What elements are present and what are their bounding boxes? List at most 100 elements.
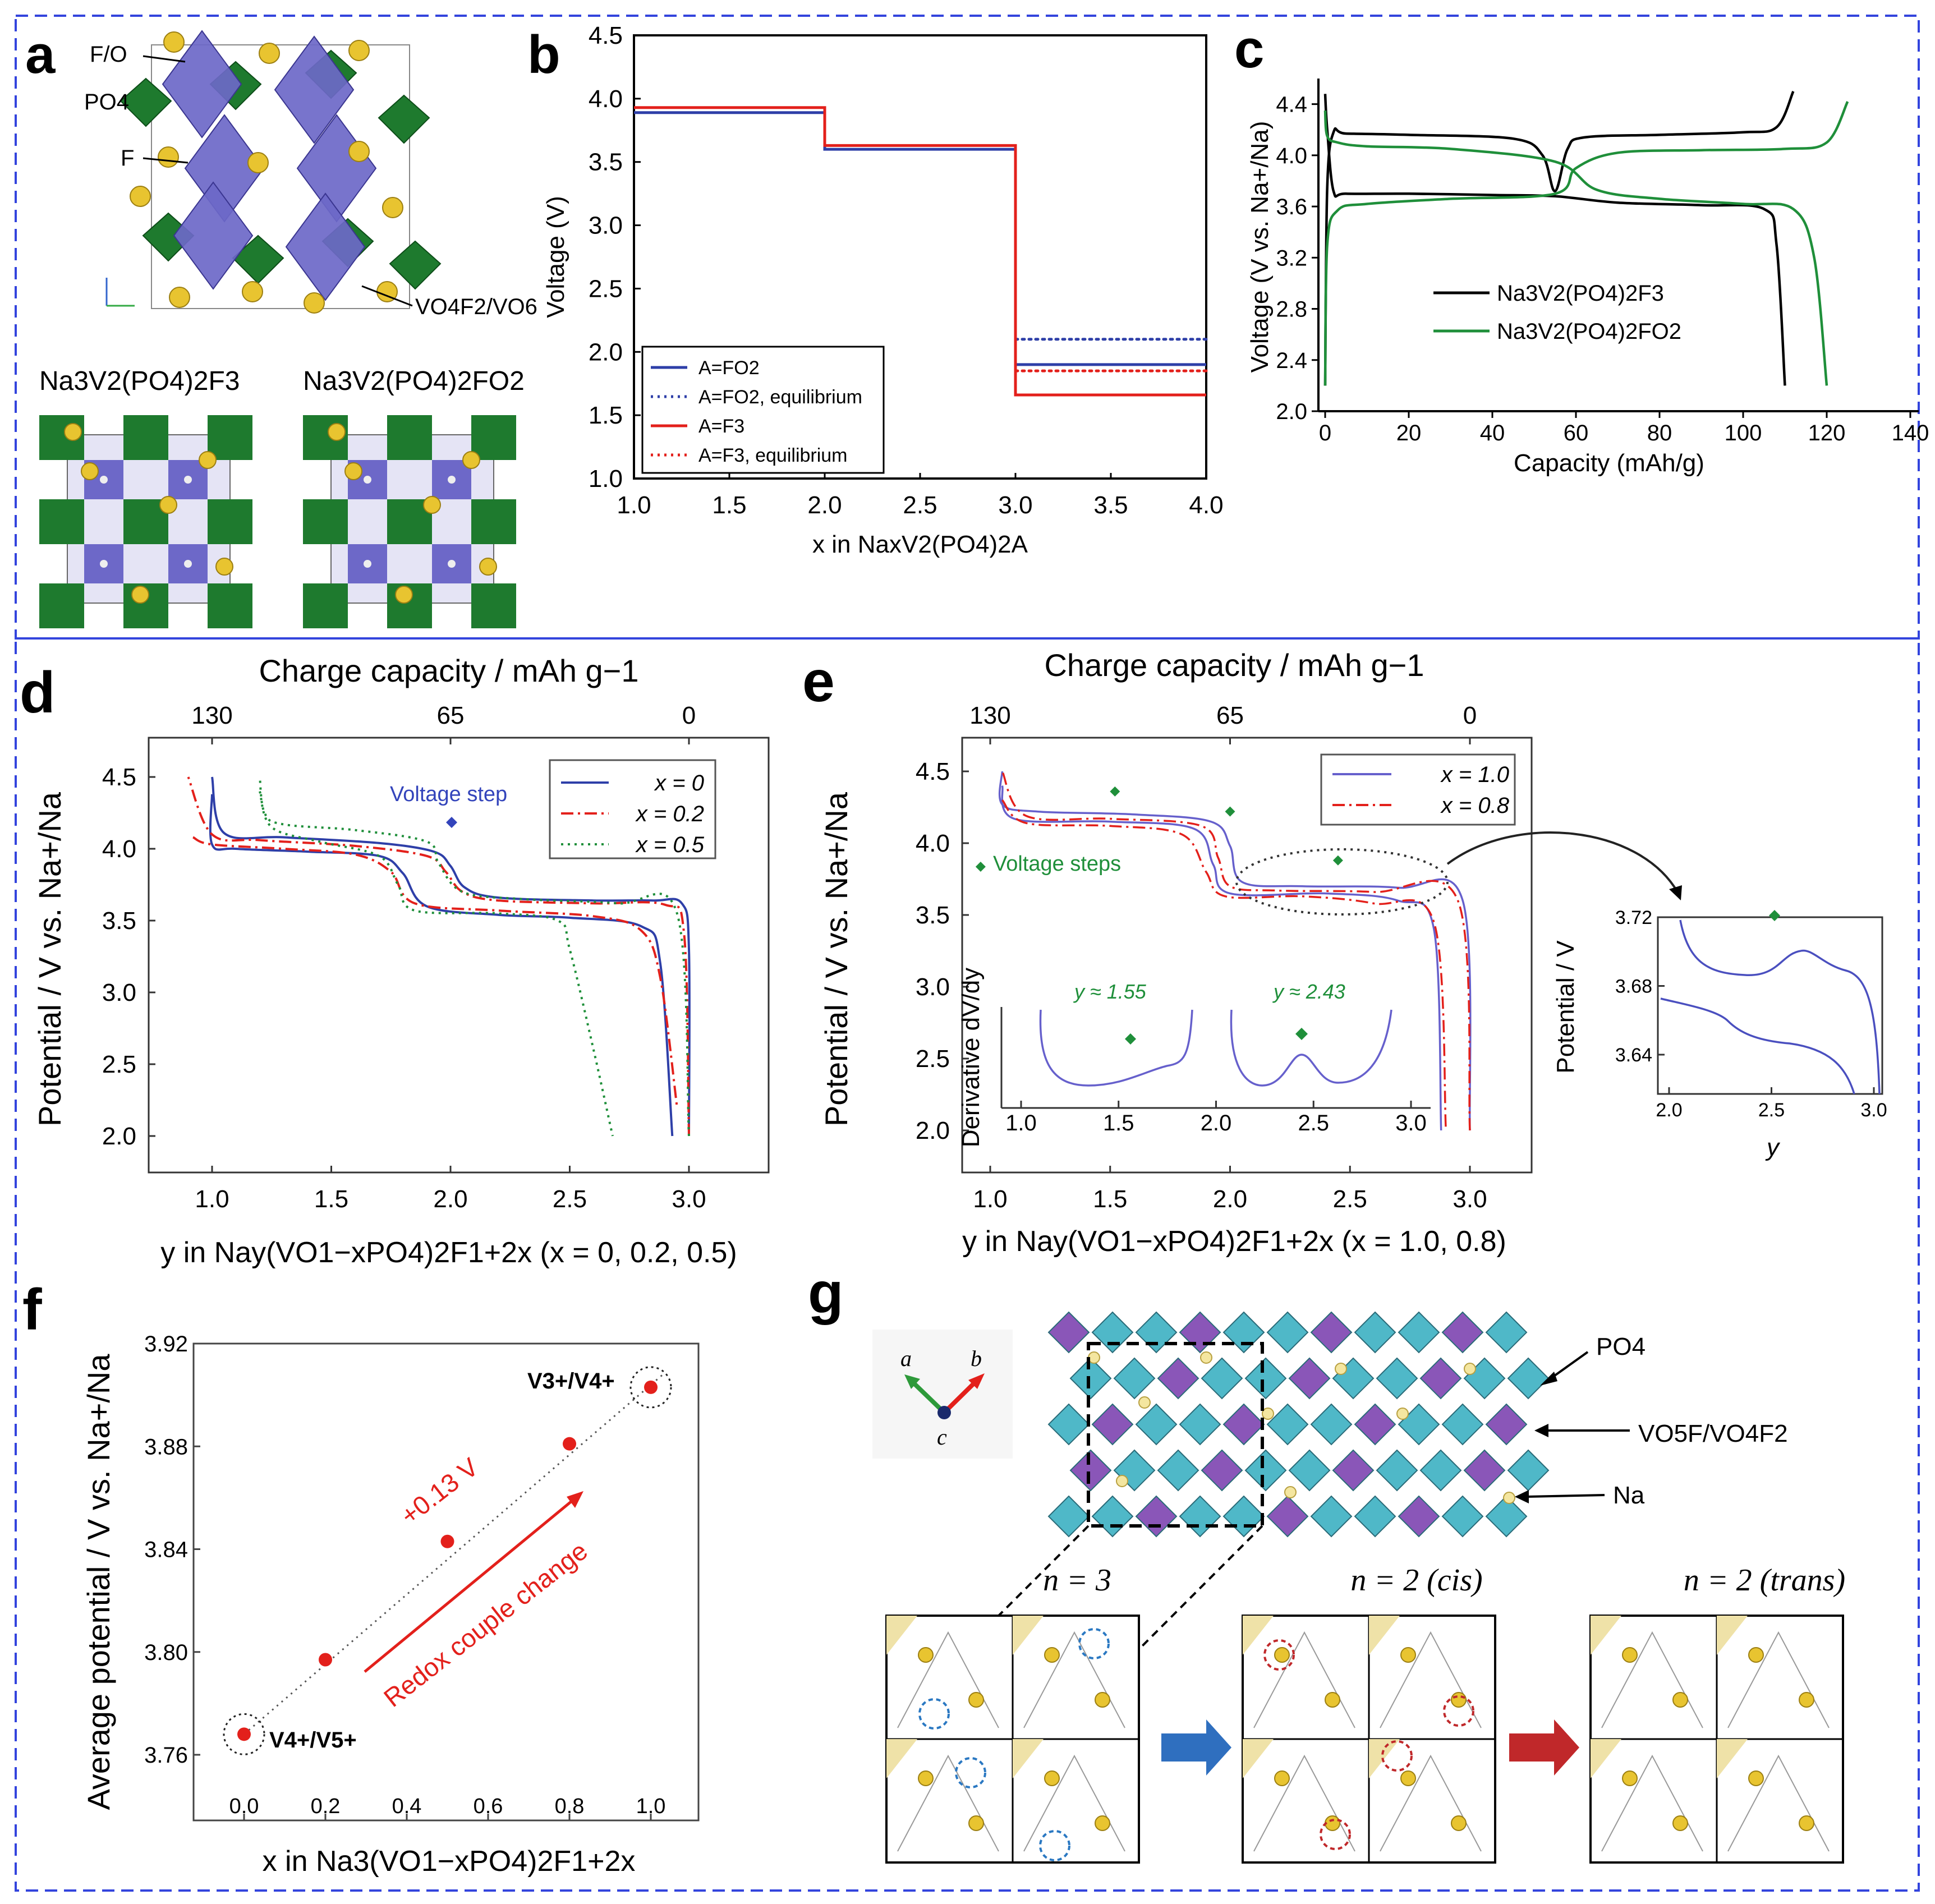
series — [634, 106, 1208, 397]
y-tick-label-2: 3.0 — [916, 973, 950, 1001]
lattice-polyhedron-0-8 — [1398, 1311, 1440, 1354]
y-tick-label-0: 2.0 — [916, 1117, 950, 1144]
legend: x = 0 x = 0.2 x = 0.5 — [549, 759, 716, 859]
y-ticks: 1.0 1.5 2.0 2.5 3.0 3.5 4.0 4.5 — [589, 22, 641, 493]
annotation-voltage-step: Voltage step — [390, 783, 507, 806]
series-line-2 — [1323, 101, 1849, 386]
zoom-inset: 2.0 2.5 3.0 3.64 3.68 3.72 Potential / V y — [1552, 907, 1887, 1161]
inset-note-2: y ≈ 2.43 — [1272, 980, 1345, 1003]
po4-square-1-0 — [303, 499, 348, 544]
inset-curve-2 — [1230, 1009, 1392, 1087]
corner-tri-1-2 — [1243, 1739, 1274, 1778]
x-tick-label-7: 140 — [1892, 421, 1929, 445]
panel-f-chart: 0.0 0.2 0.4 0.6 0.8 1.03.763.803.843.883.92 +… — [81, 1332, 700, 1878]
lattice-polyhedron-0-1 — [1091, 1311, 1134, 1354]
corner-tri-0-0 — [886, 1616, 917, 1655]
legend-label-1: x = 0.2 — [635, 802, 704, 826]
po4-square-0-2 — [471, 415, 516, 460]
panel-label-e: e — [802, 649, 835, 714]
sodium-atom-0 — [163, 31, 185, 53]
x-axis-label: x in NaxV2(PO4)2A — [812, 531, 1028, 558]
x-tick-label-4: 3.0 — [998, 491, 1032, 519]
po4-square-1-2 — [208, 499, 252, 544]
trend-arrow-head — [567, 1491, 583, 1508]
x-tick-label-5: 3.5 — [1093, 491, 1128, 519]
lattice-polyhedron-2-5 — [1266, 1403, 1309, 1446]
inset-x-tick-label-3: 2.5 — [1298, 1111, 1329, 1135]
legend: A=FO2 A=FO2, equilibrium A=F3 A=F3, equilib… — [641, 346, 885, 474]
lattice-polyhedron-4-5 — [1266, 1495, 1309, 1538]
legend-label-2: A=F3 — [698, 416, 744, 437]
na-atom-4 — [131, 586, 149, 604]
x-axis-label: Capacity (mAh/g) — [1514, 449, 1704, 477]
axis-triad: a b c — [872, 1330, 1013, 1459]
voltage-step-marker-0 — [1110, 786, 1120, 797]
vanadium-octahedra — [162, 30, 377, 301]
na-site-a-2-3 — [1748, 1770, 1764, 1786]
y-tick-label-3: 3.5 — [102, 907, 136, 935]
panel-a-structure: F/O PO4 F VO4F2/VO6 Na3V2(PO4)2F3 Na3V2(… — [39, 30, 537, 628]
series-line-3 — [1001, 799, 1447, 1131]
series — [187, 776, 691, 1137]
x-tick-label-3: 0.6 — [474, 1795, 503, 1818]
inset-note-1: y ≈ 1.55 — [1073, 980, 1147, 1003]
lattice-polyhedron-4-7 — [1354, 1495, 1396, 1538]
y-tick-label-2: 2.0 — [589, 338, 623, 366]
na-atom-5 — [215, 558, 233, 576]
v-center-0-1 — [448, 476, 456, 484]
series-line-1 — [1323, 94, 1786, 386]
legend-label-0: A=FO2 — [698, 357, 760, 379]
series-line-4 — [259, 776, 690, 1137]
legend-label-2: x = 0.5 — [635, 833, 705, 857]
x-tick-label-6: 120 — [1808, 421, 1846, 445]
legend-label-0: Na3V2(PO4)2F3 — [1497, 281, 1664, 306]
lattice-polyhedron-1-1 — [1113, 1357, 1156, 1400]
y-tick-label-5: 4.5 — [916, 758, 950, 785]
subtitle-na3v2po42fo2: Na3V2(PO4)2FO2 — [303, 366, 525, 396]
x-tick-label-4: 0.8 — [555, 1795, 585, 1818]
x-tick-label-3: 60 — [1564, 421, 1589, 445]
corner-tri-0-1 — [1013, 1616, 1044, 1655]
axes-frame — [192, 1342, 700, 1822]
lattice-annotations: PO4 VO5F/VO4F2 Na — [1515, 1333, 1788, 1509]
annotation-f: F — [121, 146, 134, 171]
panel-label-d: d — [20, 660, 56, 725]
subtitle-na3v2po42f3: Na3V2(PO4)2F3 — [39, 366, 240, 396]
x-tick-label-2: 40 — [1480, 421, 1505, 445]
lattice-polyhedron-1-8 — [1419, 1357, 1462, 1400]
crystal-3d-view — [119, 30, 442, 314]
legend: x = 1.0 x = 0.8 — [1320, 753, 1516, 826]
po4-tetrahedron-0 — [119, 77, 172, 127]
annotation-po4: PO4 — [1596, 1333, 1646, 1360]
vanadium-octahedron-1 — [274, 35, 355, 144]
lattice-polyhedron-2-7 — [1354, 1403, 1396, 1446]
y-tick-label-3: 2.5 — [589, 275, 623, 302]
lattice-polyhedron-0-7 — [1354, 1311, 1396, 1354]
zoom-curve-lower — [1660, 997, 1855, 1094]
v-center-1-1 — [184, 560, 192, 568]
series — [975, 771, 1682, 1131]
na-site-b-1-3 — [1451, 1815, 1467, 1831]
na-site-a-0-2 — [918, 1770, 934, 1786]
x-axis-label: x in Na3(VO1−xPO4)2F1+2x — [263, 1845, 636, 1878]
vacancy-red-3 — [1381, 1740, 1413, 1772]
zoom-arrow — [1446, 831, 1679, 893]
x-tick-label-1: 20 — [1396, 421, 1422, 445]
series-line-2 — [634, 106, 1206, 397]
vanadium-octahedron-0 — [162, 30, 242, 139]
y-axis-label: Potential / V vs. Na+/Na — [819, 792, 854, 1126]
na-site-a-0-3 — [1044, 1770, 1060, 1786]
y-tick-label-4: 3.6 — [1276, 195, 1307, 219]
top-tick-label-2: 0 — [1463, 702, 1477, 729]
y-tick-label-0: 1.0 — [589, 465, 623, 493]
zoom-y-label: Potential / V — [1552, 940, 1579, 1074]
na-atom-4 — [395, 586, 413, 604]
lattice-view — [925, 1311, 1550, 1690]
panel-d-chart: Charge capacity / mAh g−1 1.0 1.5 2.0 2.5 3.… — [32, 653, 770, 1269]
process-arrow-blue — [1161, 1719, 1231, 1776]
ticks: 0.0 0.2 0.4 0.6 0.8 1.0 3.76 3.80 3.84 3.88 3.92 — [144, 1332, 665, 1820]
lattice-polyhedron-3-8 — [1419, 1449, 1462, 1492]
lattice-na-8 — [1116, 1475, 1128, 1487]
x-axis-label: y in Nay(VO1−xPO4)2F1+2x (x = 1.0, 0.8) — [962, 1225, 1506, 1258]
y-axis-label: Voltage (V) — [542, 196, 569, 318]
